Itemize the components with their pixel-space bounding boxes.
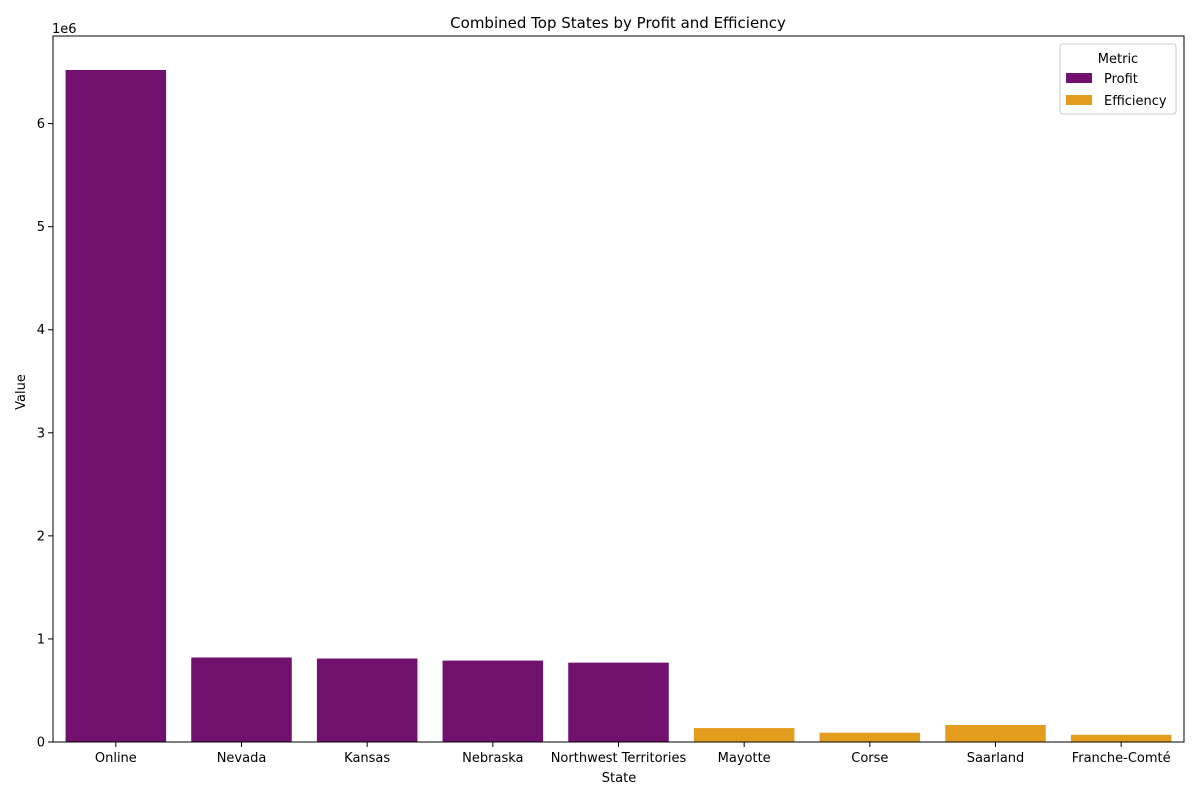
- y-tick-label: 1: [37, 632, 45, 647]
- bar-profit-0: [65, 70, 167, 743]
- y-tick-label: 5: [37, 220, 45, 235]
- legend-swatch-profit: [1066, 73, 1092, 83]
- x-tick-label: Northwest Territories: [551, 751, 687, 766]
- axes-frame: [52, 35, 1185, 743]
- y-axis-label: Value: [14, 374, 29, 410]
- y-axis-offset-label: 1e6: [52, 22, 77, 37]
- legend-label-efficiency: Efficiency: [1104, 94, 1167, 109]
- chart-title: Combined Top States by Profit and Effici…: [450, 14, 786, 32]
- x-tick-label: Nevada: [217, 751, 267, 766]
- y-tick-label: 2: [37, 529, 45, 544]
- x-tick-label: Franche-Comté: [1072, 751, 1171, 766]
- x-axis-label: State: [602, 771, 636, 786]
- bar-profit-3: [442, 660, 544, 742]
- bar-efficiency-8: [1070, 734, 1172, 742]
- bar-profit-1: [191, 657, 292, 742]
- bar-profit-2: [316, 658, 418, 742]
- bar-efficiency-7: [945, 724, 1046, 742]
- x-tick-label: Saarland: [967, 751, 1025, 766]
- legend-title: Metric: [1098, 52, 1138, 67]
- y-tick-label: 3: [37, 426, 45, 441]
- x-tick-label: Corse: [851, 751, 888, 766]
- y-tick-label: 0: [37, 736, 45, 751]
- plot-area: 0 1 2 3 4 5 6 Online Nevada Kansas Nebraska Northwe…: [37, 35, 1185, 766]
- x-tick-label: Online: [95, 751, 137, 766]
- x-tick-label: Mayotte: [718, 751, 771, 766]
- y-tick-label: 4: [37, 323, 45, 338]
- legend: Metric Profit Efficiency: [1059, 43, 1177, 115]
- y-tick-label: 6: [37, 117, 45, 132]
- x-tick-label: Nebraska: [462, 751, 523, 766]
- bar-profit-4: [568, 662, 669, 742]
- legend-label-profit: Profit: [1104, 72, 1138, 87]
- legend-swatch-efficiency: [1066, 95, 1092, 105]
- bar-efficiency-6: [819, 732, 921, 742]
- x-tick-label: Kansas: [344, 751, 390, 766]
- bar-efficiency-5: [693, 728, 795, 742]
